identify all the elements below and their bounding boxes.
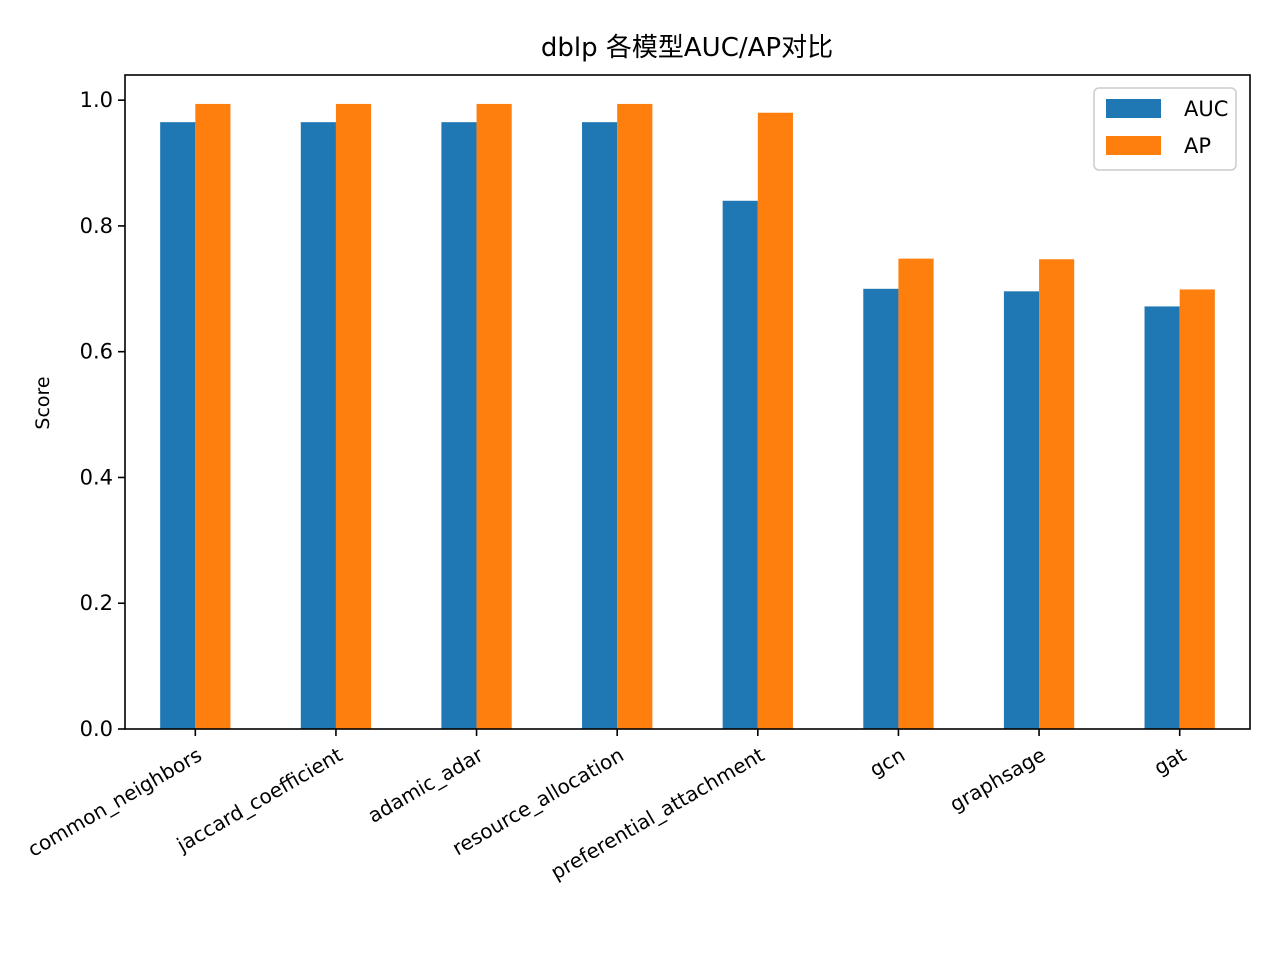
bar-ap-preferential_attachment <box>757 112 793 729</box>
bar-ap-gat <box>1179 289 1215 729</box>
bars-group <box>160 103 1215 730</box>
y-axis-label: Score <box>32 376 54 429</box>
y-tick-label: 0.4 <box>80 465 113 489</box>
y-tick-label: 0.0 <box>80 717 113 741</box>
bar-ap-graphsage <box>1039 259 1075 729</box>
legend-swatch-auc <box>1106 99 1161 118</box>
bar-auc-resource_allocation <box>582 122 618 730</box>
bar-ap-gcn <box>898 258 934 729</box>
bar-auc-common_neighbors <box>160 122 196 730</box>
y-tick-label: 1.0 <box>80 88 113 112</box>
bar-ap-resource_allocation <box>617 103 653 729</box>
bar-auc-gat <box>1144 306 1180 729</box>
plot-frame <box>124 74 1251 730</box>
legend-label-auc: AUC <box>1184 97 1228 121</box>
bar-auc-gcn <box>863 288 899 729</box>
bar-auc-preferential_attachment <box>722 200 758 729</box>
bar-ap-adamic_adar <box>476 103 512 729</box>
y-tick-label: 0.8 <box>80 214 113 238</box>
bar-auc-adamic_adar <box>441 122 477 730</box>
chart-title: dblp 各模型AUC/AP对比 <box>541 33 833 63</box>
legend-label-ap: AP <box>1184 134 1211 158</box>
bar-ap-jaccard_coefficient <box>335 103 372 729</box>
bar-auc-jaccard_coefficient <box>300 122 336 730</box>
legend: AUC AP <box>1093 87 1237 171</box>
bar-auc-graphsage <box>1003 291 1040 729</box>
legend-swatch-ap <box>1106 136 1161 155</box>
y-tick-label: 0.2 <box>80 591 113 615</box>
y-tick-label: 0.6 <box>80 340 113 364</box>
bar-ap-common_neighbors <box>195 103 231 729</box>
y-axis: 0.0 0.2 0.4 0.6 0.8 1.0 <box>80 88 125 741</box>
